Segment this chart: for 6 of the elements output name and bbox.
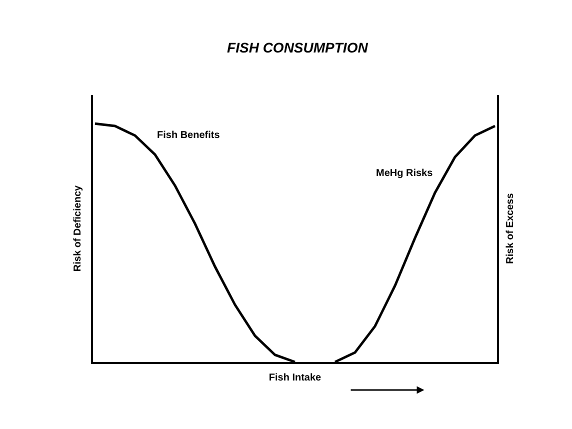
chart-title: FISH CONSUMPTION: [227, 40, 369, 56]
y2-axis-title: Risk of Excess: [505, 192, 516, 264]
series-label: MeHg Risks: [376, 168, 434, 179]
y-axis-title: Risk of Deficiency: [72, 184, 84, 272]
x-axis-title: Fish Intake: [268, 372, 322, 384]
series-label: Fish Benefits: [157, 130, 220, 141]
